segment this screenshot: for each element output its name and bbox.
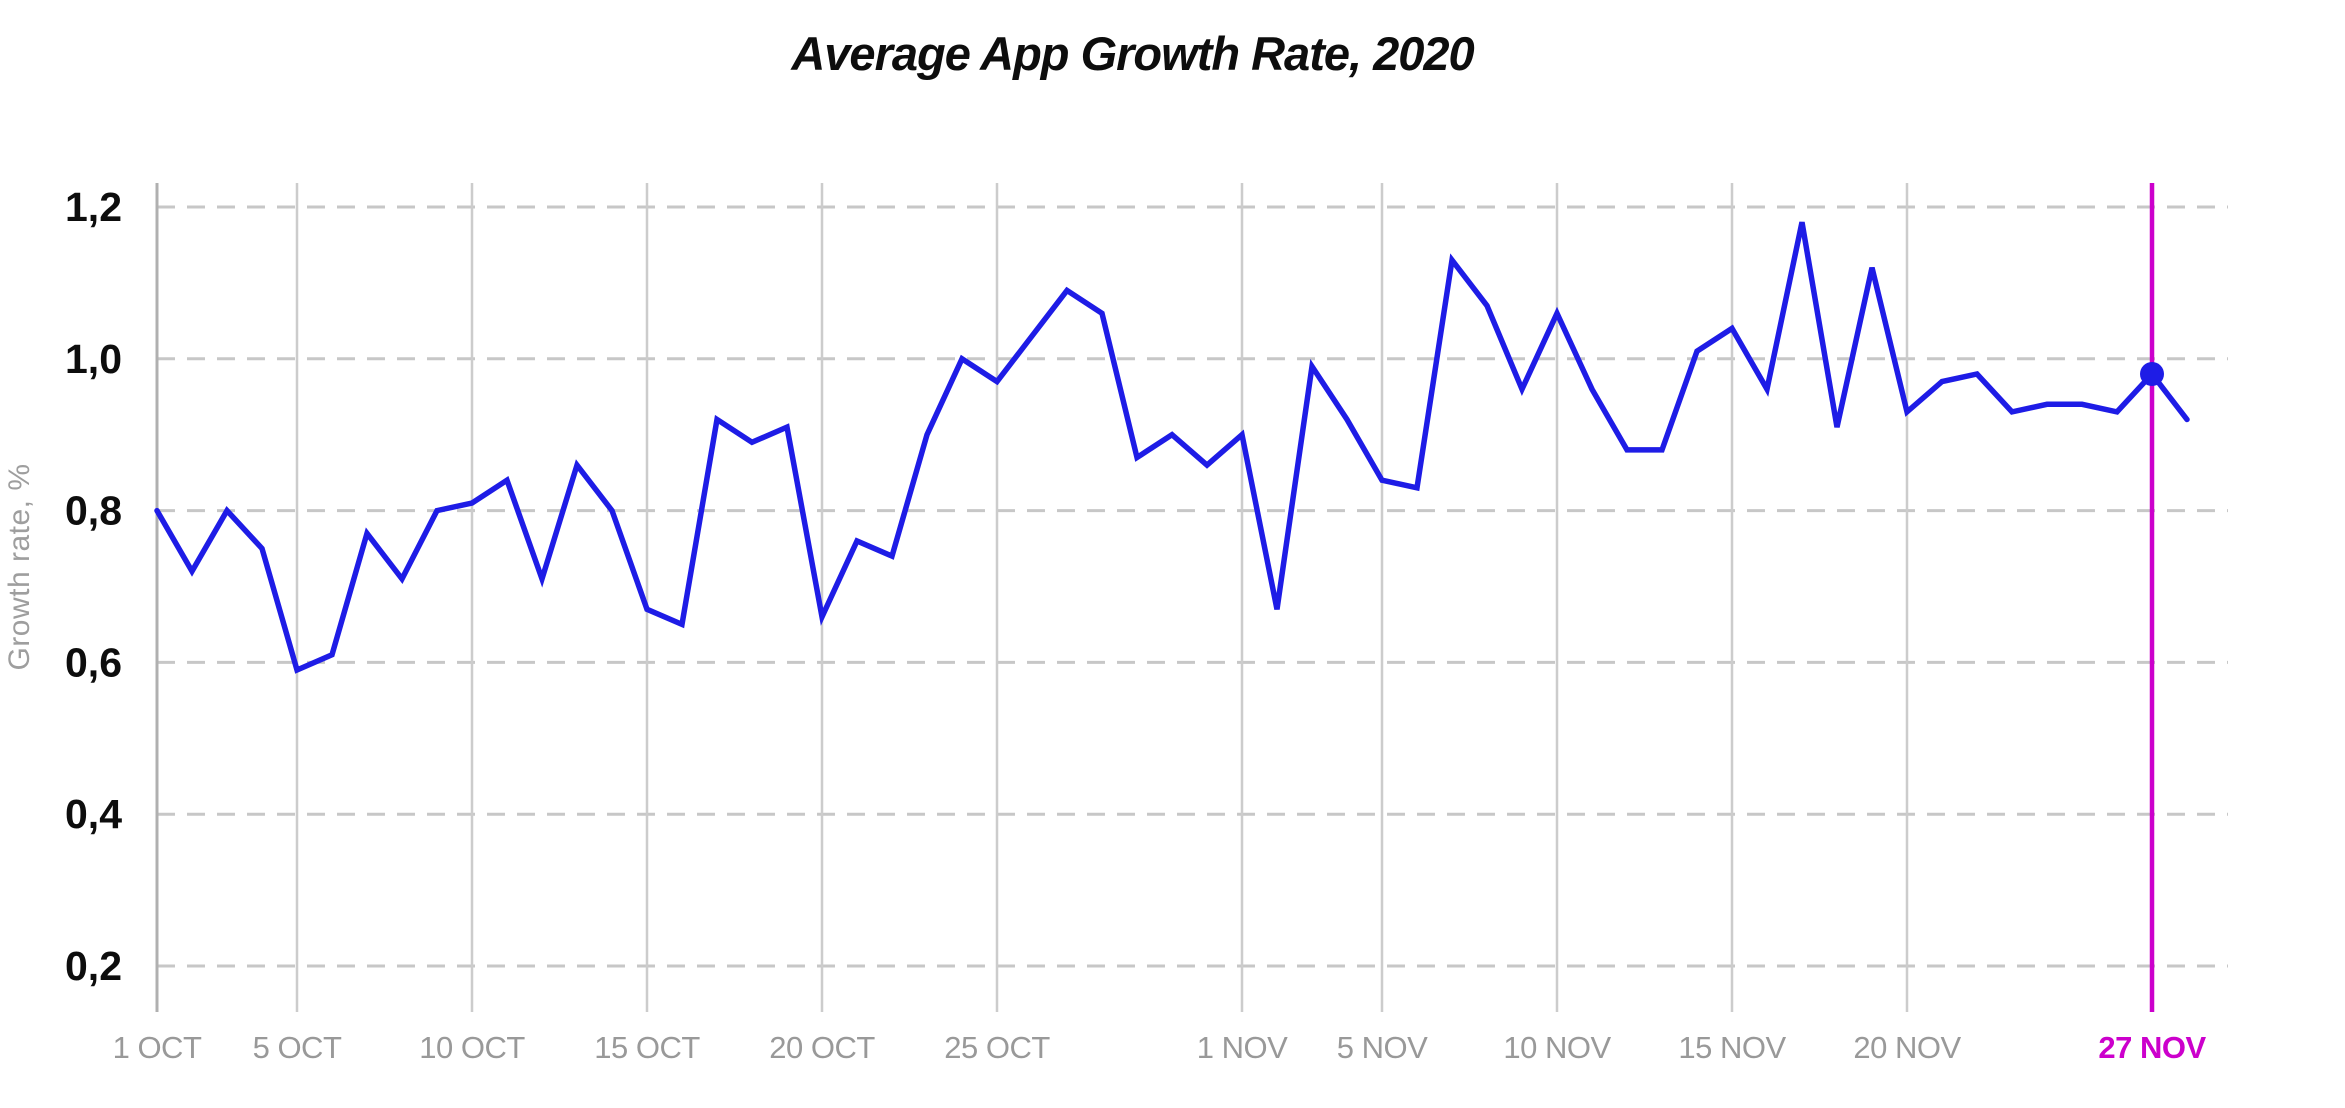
y-tick-label-0,4: 0,4 [65,791,122,837]
y-tick-labels: 1,2 1,0 0,8 0,6 0,4 0,2 [65,184,122,989]
x-tick-label-1-nov: 1 NOV [1197,1030,1288,1065]
x-tick-label-15-oct: 15 OCT [594,1030,700,1065]
x-tick-label-1-oct: 1 OCT [113,1030,202,1065]
h-gridlines [157,205,2228,968]
x-tick-label-5-oct: 5 OCT [253,1030,342,1065]
chart-title: Average App Growth Rate, 2020 [791,27,1474,80]
x-tick-label-5-nov: 5 NOV [1337,1030,1428,1065]
x-tick-label-15-nov: 15 NOV [1678,1030,1786,1065]
x-tick-labels: 1 OCT 5 OCT 10 OCT 15 OCT 20 OCT 25 OCT 1 NOV 5… [113,1030,2207,1065]
x-tick-label-10-oct: 10 OCT [419,1030,525,1065]
y-tick-label-0,6: 0,6 [65,639,122,685]
highlight-point-marker [2140,361,2164,386]
y-tick-label-1,0: 1,0 [65,336,122,382]
v-gridlines [155,183,1909,1012]
x-tick-label-27-nov: 27 NOV [2098,1030,2206,1065]
x-tick-label-20-oct: 20 OCT [769,1030,875,1065]
x-tick-label-25-oct: 25 OCT [944,1030,1050,1065]
y-tick-label-1,2: 1,2 [65,184,122,230]
y-tick-label-0,8: 0,8 [65,488,122,534]
x-tick-label-10-nov: 10 NOV [1503,1030,1611,1065]
x-tick-label-20-nov: 20 NOV [1853,1030,1961,1065]
y-tick-label-0,2: 0,2 [65,943,122,989]
growth-rate-line [154,221,2190,674]
